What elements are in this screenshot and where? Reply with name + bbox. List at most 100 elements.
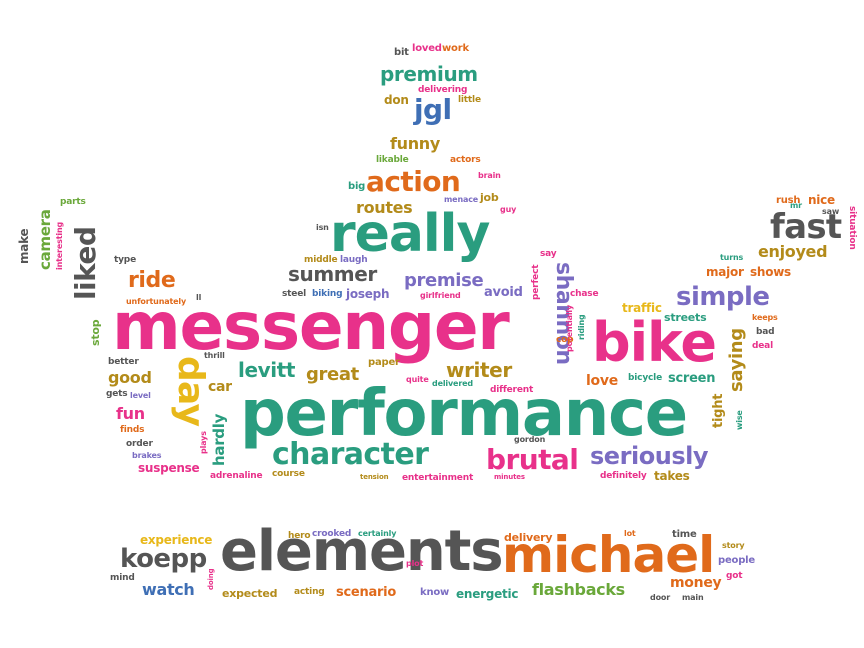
word: jgl	[414, 93, 452, 126]
word: bike	[592, 311, 717, 374]
word: stop	[89, 319, 102, 346]
word: mind	[110, 573, 135, 583]
word: saying	[726, 328, 747, 392]
word: writer	[446, 358, 512, 382]
word: riding	[577, 314, 586, 340]
word: bit	[394, 47, 409, 58]
word: tight	[711, 393, 726, 428]
word: level	[130, 391, 151, 400]
word: fun	[116, 404, 145, 423]
word: character	[272, 437, 429, 472]
word: ll	[196, 293, 202, 302]
word: crooked	[312, 529, 352, 539]
word: isn	[316, 223, 329, 232]
word: shows	[750, 265, 791, 279]
word: thrill	[204, 351, 225, 360]
word: turns	[720, 253, 744, 262]
word: interesting	[55, 221, 64, 270]
word: camera	[36, 209, 54, 270]
word: tension	[360, 473, 389, 481]
word: order	[126, 439, 153, 449]
word: middle	[304, 255, 338, 265]
word: simple	[676, 282, 770, 312]
word: chase	[570, 289, 599, 299]
word: gets	[106, 389, 128, 399]
word: elements	[220, 519, 504, 584]
word: avoid	[484, 285, 523, 300]
word: hardly	[210, 413, 228, 466]
word: joseph	[346, 287, 390, 301]
word: great	[306, 364, 359, 385]
word: delivery	[504, 531, 553, 544]
word: work	[442, 43, 469, 54]
word: type	[114, 255, 136, 265]
word: main	[682, 593, 704, 602]
word: saw	[822, 207, 840, 216]
word: michael	[502, 526, 715, 584]
word: acting	[294, 587, 325, 597]
word: doing	[207, 568, 215, 590]
word: energetic	[456, 587, 519, 601]
word: mr	[790, 201, 802, 210]
word: loved	[412, 43, 442, 54]
word: menace	[444, 195, 479, 204]
word: really	[330, 204, 490, 264]
word: better	[108, 357, 139, 367]
word: delivered	[432, 379, 473, 388]
word: gordon	[514, 435, 546, 444]
word: flashbacks	[532, 580, 625, 599]
word: traffic	[622, 301, 662, 315]
word: people	[718, 555, 755, 566]
word: car	[208, 379, 232, 395]
word: say	[540, 249, 557, 259]
word: levitt	[238, 358, 296, 382]
word: watch	[142, 580, 195, 599]
word: takes	[654, 469, 690, 483]
word: job	[480, 191, 499, 204]
word: keeps	[752, 313, 778, 322]
word: quite	[406, 375, 429, 384]
word: perfect	[531, 264, 541, 300]
word: summer	[288, 262, 377, 286]
word: girlfriend	[420, 291, 461, 300]
word: hero	[288, 531, 311, 541]
word: suspense	[138, 461, 200, 475]
word: certainly	[358, 529, 397, 538]
word: ride	[128, 268, 176, 293]
word: enjoyed	[758, 242, 828, 261]
word: actors	[450, 155, 481, 165]
word: brutal	[486, 443, 579, 476]
word: screen	[668, 371, 716, 386]
word: day	[170, 356, 211, 427]
word: biking	[312, 289, 343, 299]
word: paper	[368, 357, 400, 368]
word: little	[458, 95, 481, 105]
word: premise	[404, 270, 484, 291]
word: story	[722, 541, 745, 550]
word: delivering	[418, 85, 468, 95]
word: different	[490, 385, 534, 395]
word: situation	[847, 206, 857, 250]
word: scenario	[336, 585, 397, 600]
word: brakes	[132, 451, 162, 460]
word: performance	[240, 377, 688, 451]
word: experience	[140, 533, 213, 547]
word: good	[108, 368, 152, 387]
word: lot	[624, 529, 636, 538]
word: expected	[222, 587, 278, 600]
word: plays	[199, 431, 208, 454]
word: laugh	[340, 255, 368, 265]
word: likable	[376, 155, 409, 165]
word: minutes	[494, 473, 525, 481]
word: fast	[770, 207, 842, 247]
word: funny	[390, 134, 440, 153]
word: major	[706, 265, 744, 279]
word: guy	[500, 205, 517, 214]
word: steel	[282, 289, 307, 299]
word: adrenaline	[210, 471, 263, 481]
word: big	[348, 181, 366, 192]
word: don	[384, 93, 409, 107]
word: door	[650, 593, 671, 602]
word: premium	[380, 62, 478, 86]
